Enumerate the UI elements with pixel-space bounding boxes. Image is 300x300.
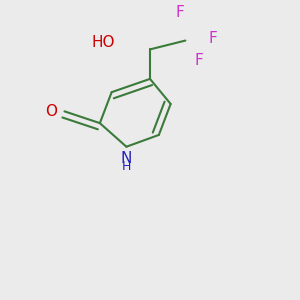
Text: H: H xyxy=(122,160,131,173)
Text: F: F xyxy=(194,53,203,68)
Text: HO: HO xyxy=(91,35,115,50)
Text: N: N xyxy=(121,151,132,166)
Text: O: O xyxy=(45,104,57,119)
Text: F: F xyxy=(209,31,218,46)
Text: F: F xyxy=(175,5,184,20)
